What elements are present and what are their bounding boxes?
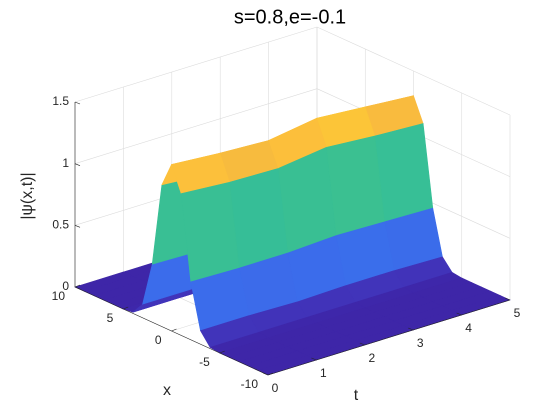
z-tick-label: 1 — [62, 156, 69, 170]
tick-mark — [359, 342, 365, 346]
tick-mark — [74, 163, 81, 166]
axis-line — [267, 299, 511, 376]
x-tick-label: -5 — [199, 355, 210, 369]
tick-mark — [408, 327, 414, 331]
tick-mark — [74, 284, 81, 288]
surface-patch — [180, 181, 240, 283]
x-tick-label: -10 — [241, 377, 259, 391]
z-tick-label: 1.5 — [52, 94, 69, 108]
t-axis-label: t — [354, 387, 359, 404]
t-tick-label: 1 — [320, 366, 327, 380]
z-tick-label: 0.5 — [52, 218, 69, 232]
x-tick-label: 0 — [155, 333, 162, 347]
tick-mark — [74, 101, 81, 105]
grid-line — [74, 26, 318, 103]
t-tick-label: 0 — [272, 381, 279, 395]
tick-mark — [267, 372, 274, 376]
grid-line — [74, 88, 318, 164]
chart-title: s=0.8,e=-0.1 — [234, 6, 346, 28]
tick-mark — [504, 297, 511, 301]
tick-mark — [123, 306, 129, 310]
tick-mark — [219, 350, 225, 354]
tick-mark — [311, 357, 317, 361]
tick-mark — [262, 372, 269, 376]
z-axis-label: |ψ(x,t)| — [19, 172, 36, 219]
t-tick-label: 4 — [465, 321, 472, 335]
tick-mark — [456, 312, 462, 316]
tick-mark — [74, 286, 81, 290]
surface-patch — [229, 168, 288, 269]
t-tick-label: 5 — [514, 306, 521, 320]
tick-mark — [74, 225, 81, 228]
surface-patch — [374, 123, 434, 223]
tick-mark — [171, 328, 177, 332]
surface-patch — [326, 135, 385, 236]
z-tick-label: 0 — [62, 279, 69, 293]
t-tick-label: 3 — [417, 336, 424, 350]
x-tick-label: 5 — [107, 311, 114, 325]
t-tick-label: 2 — [368, 351, 375, 365]
x-axis-label: x — [163, 382, 171, 399]
x-tick-label: 10 — [52, 289, 66, 303]
